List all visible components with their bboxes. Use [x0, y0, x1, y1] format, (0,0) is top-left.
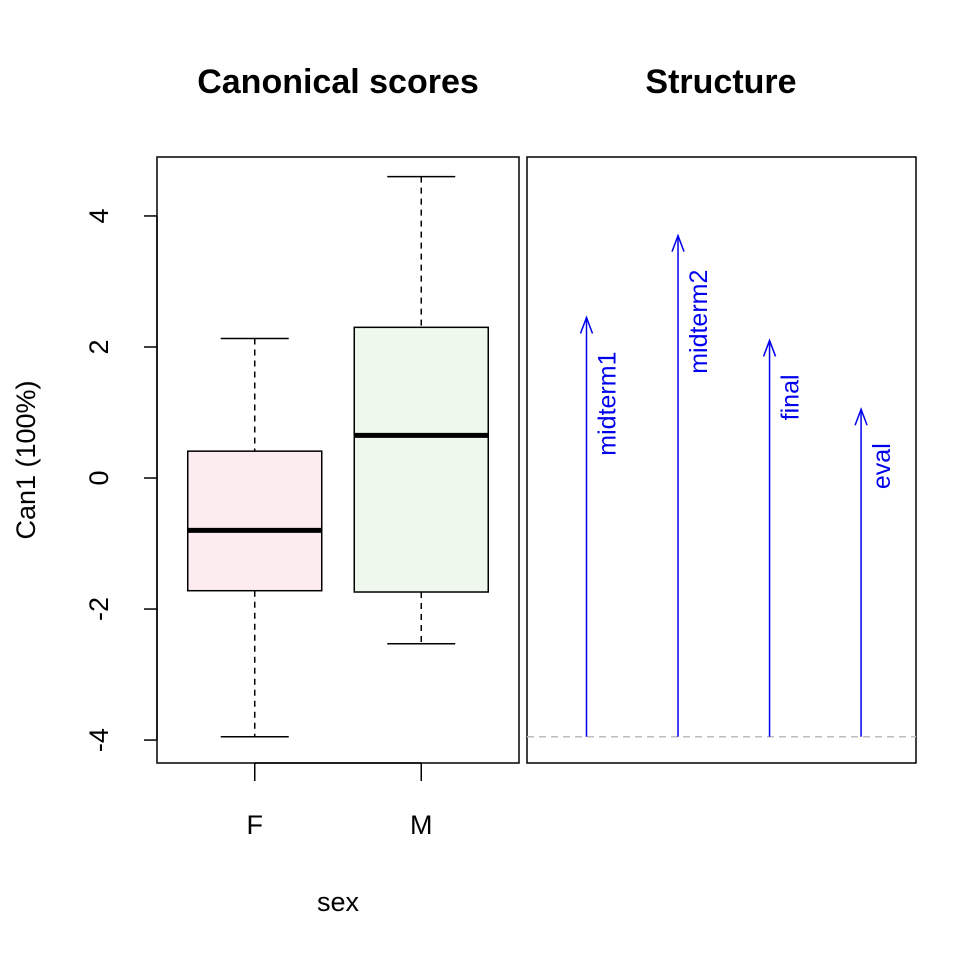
vector-eval: eval	[854, 407, 896, 737]
iqr-box	[186, 450, 323, 592]
structure-title: Structure	[645, 63, 796, 101]
y-tick-label: -2	[84, 597, 114, 621]
structure-panel: Structure midterm1 midterm2 final eval	[526, 63, 917, 764]
vector-label: final	[777, 374, 805, 420]
x-tick-label: F	[246, 810, 263, 840]
boxes	[186, 175, 490, 738]
arrowhead	[762, 338, 777, 357]
iqr-box	[353, 326, 490, 593]
box-F	[186, 337, 323, 738]
y-tick-label: 0	[84, 471, 114, 486]
vector-midterm2: midterm2	[671, 233, 713, 737]
y-tick-label: 2	[84, 339, 114, 354]
x-axis-label: sex	[317, 887, 360, 917]
vector-label: midterm2	[685, 270, 713, 374]
arrowhead	[854, 407, 868, 426]
y-tick-label: 4	[84, 208, 114, 223]
arrowhead	[671, 233, 685, 252]
structure-frame	[526, 156, 917, 764]
y-axis-label: Can1 (100%)	[11, 380, 41, 539]
boxplot-title: Canonical scores	[197, 63, 479, 101]
y-axis: 4 2 0 -2 -4	[84, 208, 158, 752]
vector-label: eval	[868, 443, 896, 489]
vector-midterm1: midterm1	[579, 315, 621, 737]
x-tick-label: M	[410, 810, 433, 840]
structure-vectors: midterm1 midterm2 final eval	[527, 233, 916, 738]
arrowhead	[579, 315, 594, 334]
box-M	[353, 175, 490, 645]
vector-label: midterm1	[593, 352, 621, 456]
vector-final: final	[762, 338, 805, 737]
y-tick-label: -4	[84, 728, 114, 752]
